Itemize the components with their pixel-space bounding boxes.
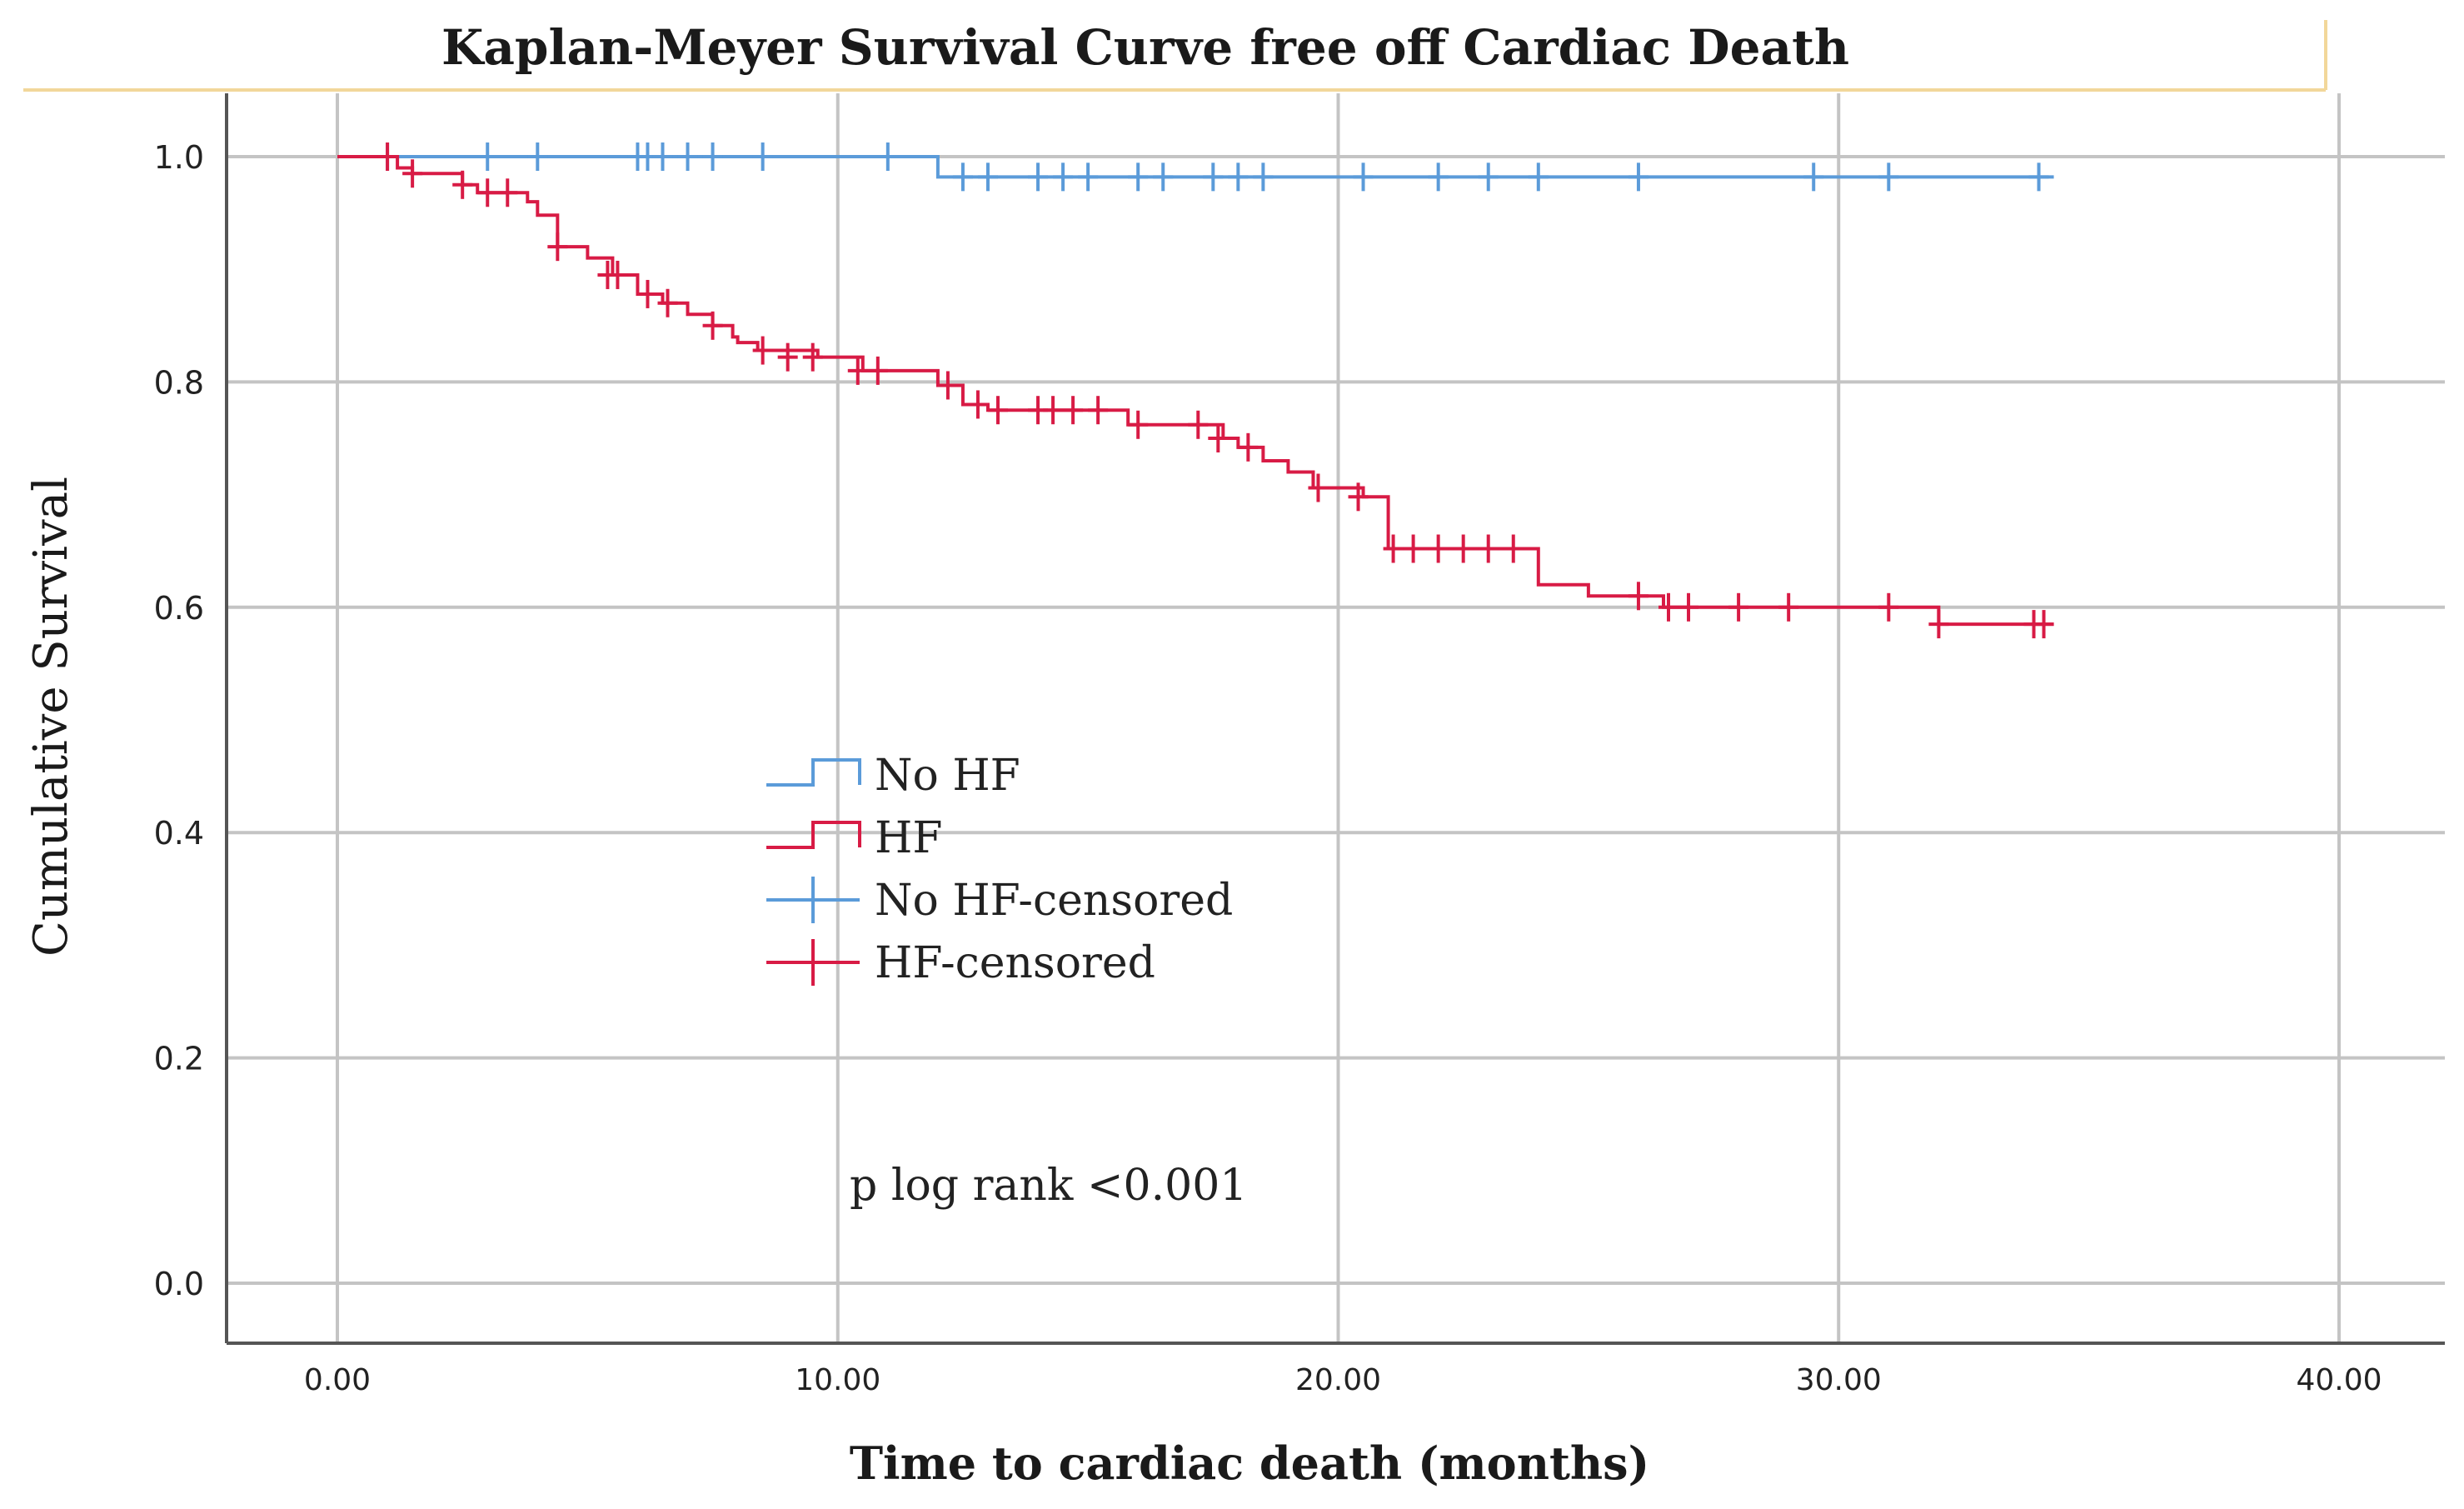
legend-label: No HF — [875, 751, 1020, 801]
legend-item-hf: HF — [766, 813, 942, 863]
censor-mark-hf — [1348, 482, 1369, 512]
censor-mark-no-hf — [652, 142, 673, 171]
censor-mark-hf — [1678, 592, 1699, 622]
legend-label: HF — [875, 813, 942, 863]
x-tick-label: 10.00 — [795, 1363, 880, 1397]
censor-mark-no-hf — [477, 142, 498, 171]
censor-mark-hf — [1928, 610, 1949, 639]
censor-mark-no-hf — [1628, 162, 1648, 192]
censor-mark-hf — [1428, 534, 1449, 563]
y-tick-label: 0.8 — [154, 364, 204, 401]
x-tick-label: 20.00 — [1295, 1363, 1381, 1397]
legend-item-no-hf: No HF — [766, 751, 1020, 801]
title-bar: Kaplan-Meyer Survival Curve free off Car… — [23, 19, 2327, 92]
censor-mark-no-hf — [2028, 162, 2049, 192]
censor-mark-no-hf — [1228, 162, 1249, 192]
censor-mark-hf — [1658, 592, 1678, 622]
censor-mark-hf — [1628, 582, 1648, 611]
censor-mark-hf — [547, 232, 568, 262]
censor-mark-hf — [1128, 410, 1149, 439]
grid-layer — [227, 93, 2445, 1343]
legend-label: No HF-censored — [875, 876, 1233, 926]
censor-mark-hf — [2033, 610, 2054, 639]
censor-mark-hf — [1238, 432, 1259, 462]
censor-mark-hf — [777, 342, 798, 372]
censor-mark-hf — [1383, 534, 1404, 563]
censor-mark-no-hf — [877, 142, 898, 171]
censor-mark-hf — [752, 336, 773, 365]
censor-mark-hf — [1308, 473, 1329, 502]
censor-mark-hf — [1088, 396, 1109, 425]
censor-mark-no-hf — [1253, 162, 1274, 192]
censor-mark-no-hf — [1428, 162, 1449, 192]
censor-mark-hf — [1478, 534, 1499, 563]
censor-mark-no-hf — [1803, 162, 1824, 192]
censor-mark-no-hf — [1078, 162, 1099, 192]
censor-mark-hf — [847, 356, 868, 385]
legend-item-no-hf-censored: No HF-censored — [766, 876, 1233, 926]
censor-mark-no-hf — [1053, 162, 1074, 192]
censor-mark-hf — [1778, 592, 1799, 622]
censor-mark-hf — [377, 142, 398, 171]
censor-mark-hf — [402, 159, 423, 188]
censor-mark-hf — [1503, 534, 1524, 563]
legend-label: HF-censored — [875, 938, 1155, 988]
censor-mark-hf — [1728, 592, 1749, 622]
censor-mark-hf — [497, 178, 518, 207]
censor-mark-no-hf — [952, 162, 973, 192]
censor-mark-no-hf — [1203, 162, 1224, 192]
y-tick-label: 0.2 — [154, 1041, 204, 1077]
censor-mark-hf — [867, 356, 888, 385]
censor-mark-no-hf — [1478, 162, 1499, 192]
x-tick-label: 30.00 — [1796, 1363, 1882, 1397]
chart-title: Kaplan-Meyer Survival Curve free off Car… — [441, 19, 1849, 76]
censor-mark-hf — [607, 260, 628, 289]
y-axis-title: Cumulative Survival — [24, 477, 78, 957]
censor-mark-no-hf — [1353, 162, 1374, 192]
x-axis-title: Time to cardiac death (months) — [850, 1437, 1649, 1490]
censor-mark-hf — [1208, 424, 1229, 452]
tick-label-layer: 0.0 0.2 0.4 0.6 0.8 1.0 0.00 10.00 20.00 30.00 40.… — [154, 139, 2382, 1397]
censor-mark-no-hf — [1878, 162, 1899, 192]
censor-mark-hf — [702, 311, 723, 340]
censor-mark-no-hf — [1153, 162, 1174, 192]
y-tick-label: 0.4 — [154, 815, 204, 852]
censor-mark-no-hf — [977, 162, 998, 192]
censor-mark-no-hf — [1128, 162, 1149, 192]
censor-mark-hf — [1878, 592, 1899, 622]
censor-mark-no-hf — [677, 142, 698, 171]
censor-mark-hf — [987, 396, 1008, 425]
series-layer — [337, 142, 2054, 639]
censor-mark-hf — [802, 342, 823, 372]
censor-mark-hf — [1453, 534, 1474, 563]
censor-mark-hf — [937, 371, 958, 400]
legend: No HF HF No HF-censored HF-censored — [766, 751, 1233, 988]
censor-mark-hf — [1043, 396, 1064, 425]
y-tick-label: 0.0 — [154, 1266, 204, 1302]
y-tick-label: 1.0 — [154, 139, 204, 176]
x-tick-label: 0.00 — [304, 1363, 371, 1397]
censor-mark-hf — [1063, 396, 1084, 425]
censor-mark-hf — [967, 390, 988, 419]
axes-layer — [225, 93, 2445, 1345]
censor-mark-no-hf — [527, 142, 548, 171]
y-tick-label: 0.6 — [154, 590, 204, 627]
x-tick-label: 40.00 — [2296, 1363, 2382, 1397]
censor-mark-hf — [452, 170, 473, 199]
censor-mark-no-hf — [1028, 162, 1049, 192]
censor-mark-hf — [1188, 410, 1209, 439]
censor-mark-hf — [657, 288, 678, 317]
p-value-annotation: p log rank <0.001 — [850, 1161, 1247, 1211]
legend-item-hf-censored: HF-censored — [766, 938, 1155, 988]
censor-mark-hf — [477, 178, 498, 207]
censor-mark-no-hf — [1528, 162, 1549, 192]
censor-mark-no-hf — [752, 142, 773, 171]
legend-step-symbol — [766, 821, 861, 849]
censor-mark-no-hf — [702, 142, 723, 171]
censor-mark-hf — [637, 279, 658, 308]
legend-step-symbol — [766, 758, 861, 787]
censor-mark-hf — [1403, 534, 1424, 563]
